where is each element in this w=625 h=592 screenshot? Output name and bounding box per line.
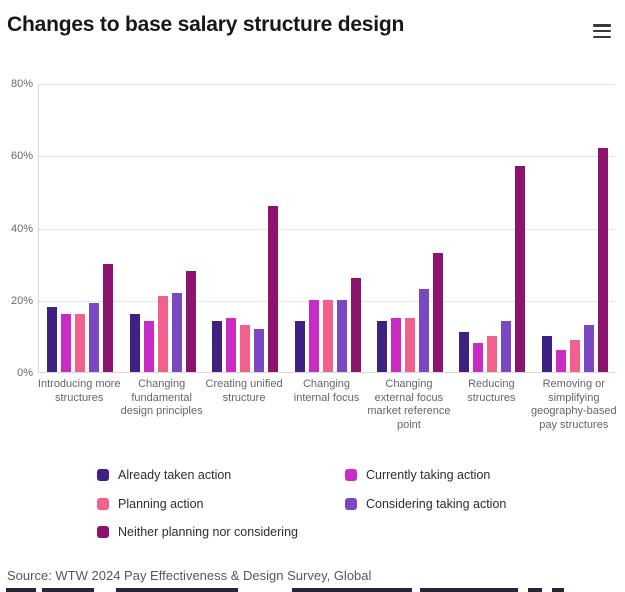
bar-already-taken-action[interactable] xyxy=(129,314,140,372)
legend-swatch xyxy=(97,497,109,510)
legend-item-considering-taking-action[interactable]: Considering taking action xyxy=(345,497,506,511)
bar-considering-taking-action[interactable] xyxy=(418,288,429,372)
bar-considering-taking-action[interactable] xyxy=(501,321,512,372)
legend-label: Considering taking action xyxy=(366,496,507,511)
source-text: Source: WTW 2024 Pay Effectiveness & Des… xyxy=(7,568,372,583)
bar-neither-planning-nor-considering[interactable] xyxy=(515,166,526,372)
gridline xyxy=(39,84,615,85)
bar-planning-action[interactable] xyxy=(569,339,580,372)
x-category-label: Introducing more structures xyxy=(37,378,121,404)
bar-neither-planning-nor-considering[interactable] xyxy=(350,278,361,372)
bar-planning-action[interactable] xyxy=(487,335,498,372)
bar-planning-action[interactable] xyxy=(404,317,415,372)
legend-item-already-taken-action[interactable]: Already taken action xyxy=(97,468,231,482)
bar-considering-taking-action[interactable] xyxy=(336,299,347,372)
bar-currently-taking-action[interactable] xyxy=(226,317,237,372)
gridline xyxy=(39,156,615,158)
bar-already-taken-action[interactable] xyxy=(294,321,305,372)
bar-already-taken-action[interactable] xyxy=(376,321,387,372)
x-category-label: Changing external focus market reference… xyxy=(367,378,451,431)
legend-swatch xyxy=(345,497,357,510)
bar-considering-taking-action[interactable] xyxy=(254,328,265,372)
legend-swatch xyxy=(97,525,109,538)
y-tick-label: 20% xyxy=(10,294,33,307)
gridline xyxy=(39,228,615,230)
bar-already-taken-action[interactable] xyxy=(459,332,470,372)
legend-label: Already taken action xyxy=(118,468,232,482)
bar-neither-planning-nor-considering[interactable] xyxy=(185,270,196,372)
bar-already-taken-action[interactable] xyxy=(541,335,552,372)
hamburger-menu-icon[interactable] xyxy=(593,24,611,38)
legend-label: Currently taking action xyxy=(366,468,491,482)
x-category-label: Changing internal focus xyxy=(293,378,360,404)
legend-label: Neither planning nor considering xyxy=(118,524,298,539)
bar-already-taken-action[interactable] xyxy=(47,306,58,372)
cutoff-bottom-element xyxy=(0,587,625,592)
legend-item-currently-taking-action[interactable]: Currently taking action xyxy=(345,468,490,482)
bar-chart-plot-area xyxy=(38,84,615,373)
legend-item-planning-action[interactable]: Planning action xyxy=(97,497,203,511)
bar-neither-planning-nor-considering[interactable] xyxy=(597,148,608,372)
bar-already-taken-action[interactable] xyxy=(212,321,223,372)
bar-currently-taking-action[interactable] xyxy=(308,299,319,372)
legend-label: Planning action xyxy=(118,496,204,511)
y-tick-label: 0% xyxy=(17,367,33,379)
bar-currently-taking-action[interactable] xyxy=(555,350,566,372)
bar-currently-taking-action[interactable] xyxy=(143,321,154,372)
bar-currently-taking-action[interactable] xyxy=(390,317,401,372)
bar-neither-planning-nor-considering[interactable] xyxy=(103,263,114,372)
y-tick-label: 40% xyxy=(10,222,33,235)
x-category-label: Removing or simplifying geography-based … xyxy=(530,378,617,431)
bar-considering-taking-action[interactable] xyxy=(583,325,594,372)
bar-planning-action[interactable] xyxy=(240,325,251,372)
legend-swatch xyxy=(97,469,109,481)
legend-item-neither-planning-nor-considering[interactable]: Neither planning nor considering xyxy=(97,525,298,539)
x-category-label: Creating unified structure xyxy=(205,378,283,404)
bar-currently-taking-action[interactable] xyxy=(473,343,484,372)
bar-currently-taking-action[interactable] xyxy=(61,314,72,372)
bar-neither-planning-nor-considering[interactable] xyxy=(268,205,279,372)
chart-title: Changes to base salary structure design xyxy=(7,13,405,36)
y-tick-label: 80% xyxy=(10,78,33,90)
bar-planning-action[interactable] xyxy=(157,296,168,372)
bar-planning-action[interactable] xyxy=(322,299,333,372)
bar-considering-taking-action[interactable] xyxy=(171,292,182,372)
x-category-label: Reducing structures xyxy=(467,378,516,404)
x-category-label: Changing fundamental design principles xyxy=(120,378,203,417)
bar-planning-action[interactable] xyxy=(75,314,86,372)
bar-neither-planning-nor-considering[interactable] xyxy=(432,252,443,372)
y-tick-label: 60% xyxy=(10,150,33,163)
legend-swatch xyxy=(345,469,357,481)
bar-considering-taking-action[interactable] xyxy=(89,303,100,372)
